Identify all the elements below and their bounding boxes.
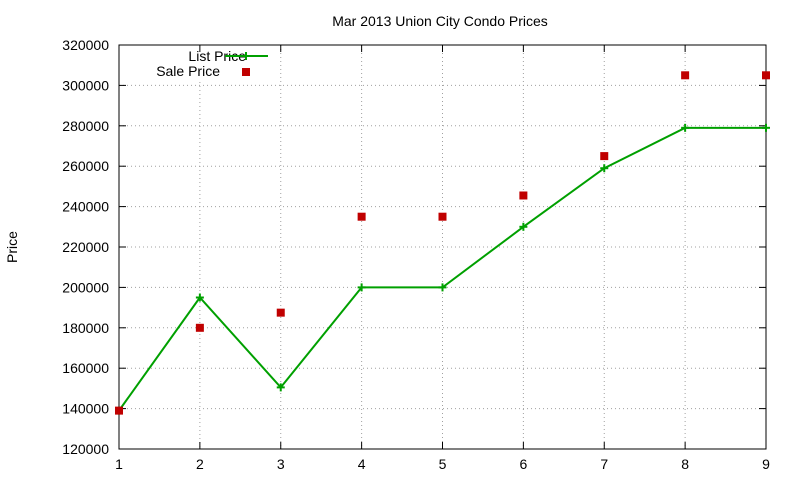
- sale-price-point: [600, 152, 609, 161]
- sale-price-point: [438, 212, 447, 221]
- y-tick-label: 240000: [62, 199, 109, 215]
- legend-label-sale-price: Sale Price: [156, 63, 220, 79]
- sale-price-point: [195, 323, 204, 332]
- y-tick-label: 180000: [62, 320, 109, 336]
- y-axis-label: Price: [4, 231, 20, 263]
- x-tick-label: 5: [439, 456, 447, 472]
- y-tick-label: 280000: [62, 118, 109, 134]
- y-tick-label: 220000: [62, 239, 109, 255]
- list-price-point: [762, 123, 770, 132]
- x-tick-label: 4: [358, 456, 366, 472]
- series-sale-price: [115, 71, 770, 415]
- sale-price-point: [681, 71, 690, 80]
- x-tick-label: 7: [600, 456, 608, 472]
- list-price-point: [357, 283, 366, 292]
- legend-marker-list-price: [242, 52, 250, 60]
- y-tick-label: 200000: [62, 279, 109, 295]
- x-tick-label: 1: [115, 456, 123, 472]
- y-tick-label: 320000: [62, 37, 109, 53]
- x-tick-label: 9: [762, 456, 770, 472]
- x-tick-label: 3: [277, 456, 285, 472]
- list-price-point: [276, 383, 285, 392]
- axes: 120000 140000 160000 180000 200000 220000 2400…: [62, 37, 770, 472]
- sale-price-point: [519, 191, 528, 200]
- list-price-point: [195, 293, 204, 302]
- x-tick-label: 8: [681, 456, 689, 472]
- y-tick-label: 140000: [62, 401, 109, 417]
- list-price-point: [600, 164, 609, 173]
- sale-price-point: [762, 71, 770, 80]
- plot-frame: [118, 44, 767, 450]
- list-price-point: [438, 283, 447, 292]
- y-tick-label: 120000: [62, 441, 109, 457]
- series-layer: [115, 71, 770, 415]
- sale-price-point: [115, 406, 123, 415]
- grid: [119, 45, 766, 449]
- chart-title: Mar 2013 Union City Condo Prices: [332, 13, 548, 29]
- legend-label-list-price: List Price: [188, 48, 246, 64]
- sale-price-point: [357, 212, 366, 221]
- sale-price-point: [276, 308, 285, 317]
- x-tick-label: 2: [196, 456, 204, 472]
- y-tick-label: 160000: [62, 360, 109, 376]
- x-tick-label: 6: [519, 456, 527, 472]
- list-price-point: [519, 222, 528, 231]
- y-tick-label: 300000: [62, 77, 109, 93]
- y-tick-label: 260000: [62, 158, 109, 174]
- list-price-point: [681, 123, 690, 132]
- legend-marker-sale-price: [242, 68, 250, 76]
